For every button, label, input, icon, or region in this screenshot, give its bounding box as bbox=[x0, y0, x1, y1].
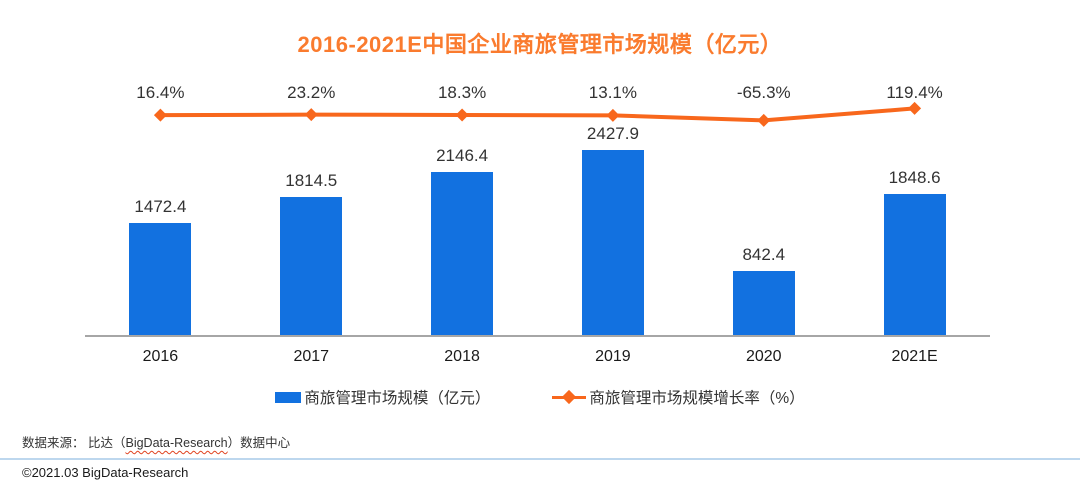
bar-value-label: 842.4 bbox=[742, 245, 786, 265]
bar-2017 bbox=[280, 196, 343, 336]
data-source-note: 数据来源： 比达（BigData-Research）数据中心 bbox=[22, 432, 290, 451]
x-axis-label: 2017 bbox=[293, 348, 330, 365]
copyright-text: ©2021.03 BigData-Research bbox=[22, 465, 189, 480]
chart-title: 2016-2021E中国企业商旅管理市场规模（亿元） bbox=[297, 32, 783, 57]
growth-rate-label: 18.3% bbox=[437, 83, 487, 102]
footer-divider bbox=[0, 458, 1080, 460]
bar-value-label: 1472.4 bbox=[134, 197, 187, 217]
bar-2018 bbox=[431, 171, 494, 336]
legend-label: 商旅管理市场规模（亿元） bbox=[304, 390, 491, 407]
source-brand: BigData-Research bbox=[125, 436, 228, 450]
line-marker-diamond-icon bbox=[908, 101, 922, 115]
x-axis-line bbox=[85, 335, 990, 337]
bar-2016 bbox=[129, 223, 192, 336]
legend-item-growth-rate: 商旅管理市场规模增长率（%） bbox=[552, 386, 805, 408]
source-prefix: 数据来源： 比达（ bbox=[22, 436, 126, 450]
growth-rate-label: 119.4% bbox=[886, 83, 943, 102]
line-marker-diamond-icon bbox=[304, 108, 318, 122]
line-marker-diamond-icon bbox=[757, 113, 771, 127]
bar-value-label: 1814.5 bbox=[285, 170, 338, 190]
bar-2021E bbox=[883, 194, 946, 336]
growth-rate-label: -65.3% bbox=[736, 83, 791, 102]
legend-label: 商旅管理市场规模增长率（%） bbox=[589, 390, 805, 407]
chart-legend: 商旅管理市场规模（亿元） 商旅管理市场规模增长率（%） bbox=[0, 386, 1080, 408]
bar-2020 bbox=[732, 271, 795, 336]
growth-rate-label: 23.2% bbox=[287, 83, 336, 102]
bar-value-label: 2427.9 bbox=[586, 124, 639, 143]
bar-value-label: 2146.4 bbox=[436, 145, 489, 165]
growth-rate-label: 13.1% bbox=[588, 83, 638, 102]
growth-rate-label: 16.4% bbox=[136, 83, 185, 102]
x-axis-label: 2020 bbox=[745, 348, 782, 365]
x-axis-label: 2021E bbox=[891, 348, 938, 365]
line-marker-diamond-icon bbox=[606, 108, 620, 122]
bar-series-swatch-icon bbox=[275, 391, 302, 403]
line-series-swatch-icon bbox=[552, 389, 587, 405]
line-marker-diamond-icon bbox=[153, 108, 167, 122]
bar-value-label: 1848.6 bbox=[888, 168, 941, 188]
line-marker-diamond-icon bbox=[455, 108, 469, 122]
x-axis-label: 2018 bbox=[444, 348, 480, 365]
bar-2019 bbox=[581, 150, 644, 336]
legend-item-market-size: 商旅管理市场规模（亿元） bbox=[275, 386, 490, 408]
source-suffix: ）数据中心 bbox=[227, 436, 291, 450]
x-axis-label: 2016 bbox=[142, 348, 179, 365]
x-axis-label: 2019 bbox=[595, 348, 631, 365]
